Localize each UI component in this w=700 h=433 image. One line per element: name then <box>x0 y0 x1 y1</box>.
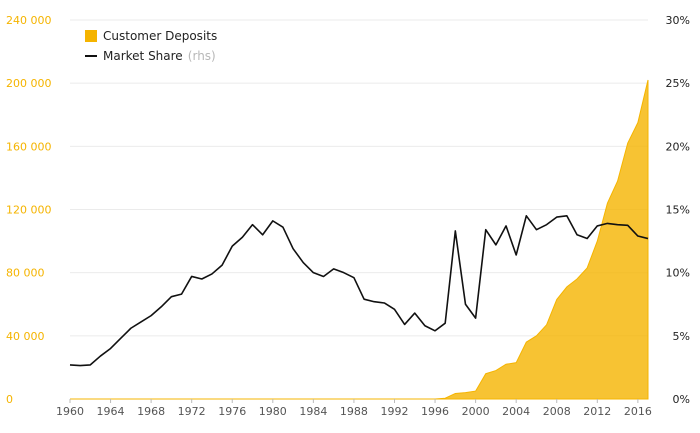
y-right-tick-label: 15% <box>666 204 690 217</box>
x-tick-label: 2016 <box>624 405 652 418</box>
market-share-line-layer <box>69 215 649 367</box>
x-tick-label: 2008 <box>543 405 571 418</box>
x-tick-label: 1964 <box>97 405 125 418</box>
x-axis: 1960 1964 1968 1972 1976 1980 1984 1988 1992 1996… <box>56 399 652 418</box>
series-customer-deposits-area <box>70 79 649 400</box>
series-market-share-line <box>69 215 649 367</box>
y-left-tick-label: 80 000 <box>6 267 45 280</box>
y-left-tick-label: 0 <box>6 393 13 406</box>
x-tick-label: 1972 <box>178 405 206 418</box>
y-right-tick-label: 25% <box>666 77 690 90</box>
right-axis: 0% 5% 10% 15% 20% 25% 30% <box>666 14 690 406</box>
y-left-tick-label: 40 000 <box>6 330 45 343</box>
gridlines <box>70 19 648 400</box>
x-tick-label: 2004 <box>502 405 530 418</box>
x-tick-label: 1996 <box>421 405 449 418</box>
x-tick-label: 1976 <box>218 405 246 418</box>
y-left-tick-label: 160 000 <box>6 140 52 153</box>
y-right-tick-label: 30% <box>666 14 690 27</box>
y-right-tick-label: 10% <box>666 267 690 280</box>
legend-label-deposits: Customer Deposits <box>103 29 217 43</box>
legend-label-market-share: Market Share (rhs) <box>103 45 216 64</box>
y-left-tick-label: 200 000 <box>6 77 52 90</box>
x-tick-label: 1968 <box>137 405 165 418</box>
legend: Customer Deposits Market Share (rhs) <box>85 29 217 64</box>
y-right-tick-label: 20% <box>666 140 690 153</box>
x-tick-label: 1984 <box>299 405 327 418</box>
x-tick-label: 1960 <box>56 405 84 418</box>
y-left-tick-label: 120 000 <box>6 204 52 217</box>
x-tick-label: 2000 <box>462 405 490 418</box>
x-tick-label: 1988 <box>340 405 368 418</box>
x-tick-label: 2012 <box>583 405 611 418</box>
legend-label-market-share-name: Market Share <box>103 49 183 63</box>
y-right-tick-label: 0% <box>673 393 690 406</box>
left-axis: 0 40 000 80 000 120 000 160 000 200 000 240 00… <box>6 14 52 406</box>
x-tick-label: 1992 <box>380 405 408 418</box>
deposits-area-layer <box>70 79 649 400</box>
y-right-tick-label: 5% <box>673 330 690 343</box>
y-left-tick-label: 240 000 <box>6 14 52 27</box>
x-tick-label: 1980 <box>259 405 287 418</box>
legend-label-market-share-suffix: (rhs) <box>188 49 216 63</box>
legend-swatch-deposits <box>85 30 97 42</box>
